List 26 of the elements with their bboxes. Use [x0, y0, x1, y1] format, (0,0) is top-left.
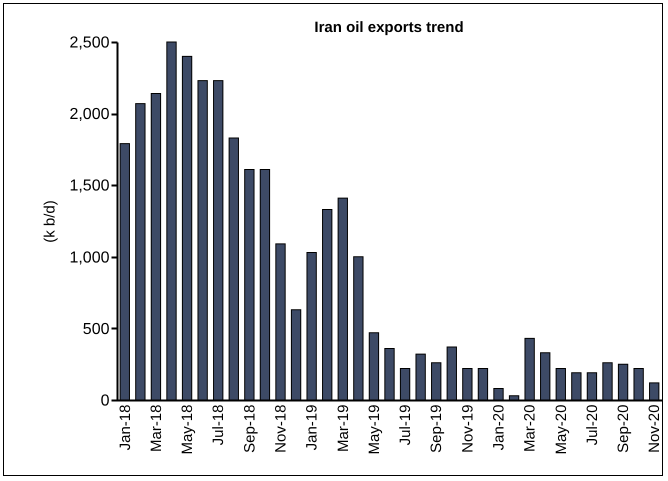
x-tick-label: Mar-20 [522, 404, 539, 452]
y-tick-label: 2,500 [69, 34, 110, 52]
x-tick-label: Jan-19 [304, 404, 321, 450]
x-tick-label: Jul-19 [397, 404, 414, 446]
x-tick-label: Sep-20 [615, 404, 632, 453]
y-axis-title: (k b/d) [41, 200, 58, 243]
x-tick-label: Jul-18 [210, 404, 228, 446]
x-tick-label: Mar-19 [334, 404, 352, 452]
x-tick-label: Mar-18 [148, 404, 165, 452]
x-tick-label: Jan-18 [116, 404, 134, 450]
x-tick-label: Sep-18 [241, 404, 258, 453]
x-tick-label: May-19 [366, 404, 383, 455]
x-tick-label: Nov-20 [646, 404, 664, 453]
x-tick-label: Nov-18 [272, 404, 290, 453]
y-tick-label: 1,500 [69, 178, 110, 195]
y-tick-label: 500 [82, 320, 110, 338]
y-tick-label: 2,000 [69, 106, 110, 124]
y-tick-label: 0 [100, 392, 110, 410]
x-tick-label: May-20 [552, 404, 570, 455]
x-tick-label: Nov-19 [459, 404, 476, 453]
x-tick-label: Sep-19 [428, 404, 446, 453]
x-tick-label: May-18 [179, 404, 196, 455]
x-tick-label: Jul-20 [584, 404, 601, 446]
y-tick-label: 1,000 [69, 249, 110, 266]
chart-title: Iran oil exports trend [314, 19, 464, 36]
x-tick-label: Jan-20 [490, 404, 508, 450]
